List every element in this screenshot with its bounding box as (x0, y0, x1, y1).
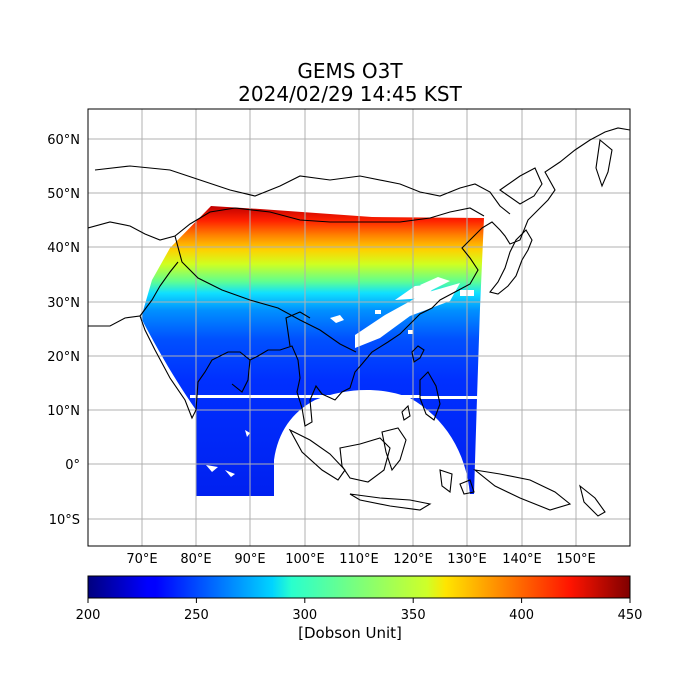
lon-tick-80e: 80°E (180, 552, 211, 567)
lat-tick-10n: 10°N (47, 404, 80, 419)
lon-tick-130e: 130°E (447, 552, 487, 567)
lon-tick-150e: 150°E (556, 552, 596, 567)
colorbar-tick-350: 350 (401, 608, 426, 623)
colorbar-tick-200: 200 (76, 608, 101, 623)
colorbar-unit-label: [Dobson Unit] (298, 624, 402, 642)
lon-tick-140e: 140°E (502, 552, 542, 567)
colorbar-tick-450: 450 (618, 608, 643, 623)
map-subtitle: 2024/02/29 14:45 KST (238, 82, 462, 106)
map-gridlines (88, 109, 630, 546)
colorbar-tick-250: 250 (184, 608, 209, 623)
lat-tick-30n: 30°N (47, 296, 80, 311)
ozone-swath (141, 206, 484, 496)
lat-tick-10s: 10°S (49, 513, 80, 528)
map-frame (87, 108, 631, 547)
lon-tick-100e: 100°E (285, 552, 325, 567)
coastlines (88, 127, 630, 517)
map-plot-area (141, 206, 484, 496)
lat-tick-labels: 60°N 50°N 40°N 30°N 20°N 10°N 0° 10°S (47, 133, 80, 528)
lon-tick-120e: 120°E (393, 552, 433, 567)
colorbar (87, 575, 631, 599)
lat-tick-60n: 60°N (47, 133, 80, 148)
colorbar-tick-labels: 200 250 300 350 400 450 (76, 608, 643, 623)
colorbar-tick-300: 300 (292, 608, 317, 623)
lat-tick-20n: 20°N (47, 350, 80, 365)
lat-tick-50n: 50°N (47, 187, 80, 202)
colorbar-tick-400: 400 (509, 608, 534, 623)
lon-tick-110e: 110°E (339, 552, 379, 567)
lon-tick-labels: 70°E 80°E 90°E 100°E 110°E 120°E 130°E 1… (126, 552, 595, 567)
lat-tick-0: 0° (65, 458, 80, 473)
colorbar-ticks (87, 598, 631, 603)
lon-tick-90e: 90°E (234, 552, 265, 567)
map-title: GEMS O3T (297, 59, 403, 83)
lat-tick-40n: 40°N (47, 241, 80, 256)
lon-tick-70e: 70°E (126, 552, 157, 567)
